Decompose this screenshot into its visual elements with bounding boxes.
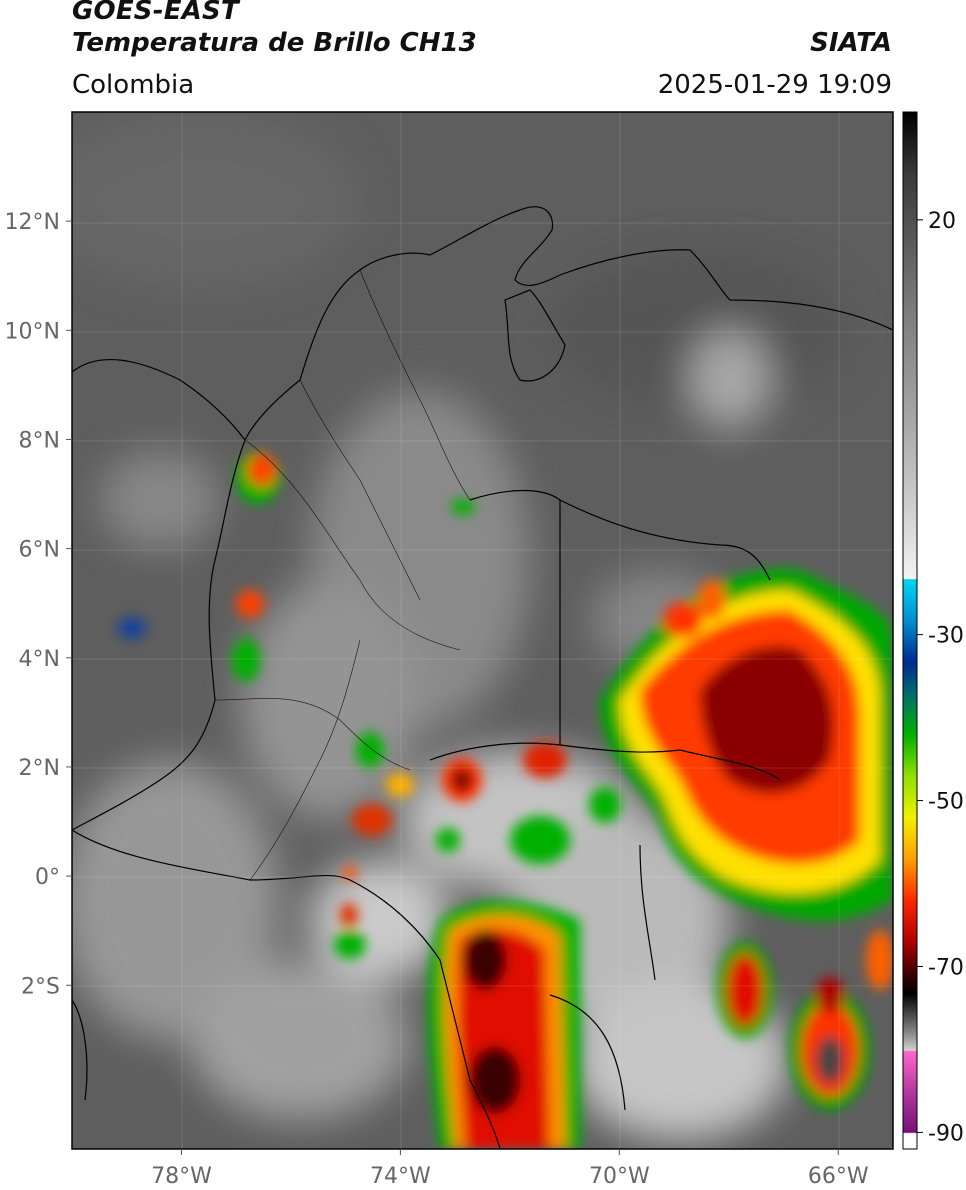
colorbar-axis: 20 -30 -50 -70 -90 <box>917 209 964 1146</box>
datetime-label: 2025-01-29 19:09 <box>657 70 892 100</box>
organization-label: SIATA <box>810 28 892 58</box>
lat-tick-label: 8°N <box>19 428 60 453</box>
lon-tick-label: 70°W <box>589 1164 650 1189</box>
lon-tick-label: 78°W <box>151 1164 212 1189</box>
region-label: Colombia <box>72 70 195 100</box>
colorbar-tick-label: -70 <box>928 955 964 980</box>
lon-tick-label: 66°W <box>808 1164 869 1189</box>
longitude-axis: 78°W 74°W 70°W 66°W <box>151 1149 869 1189</box>
lat-tick-label: 0° <box>35 865 60 890</box>
lat-tick-label: 12°N <box>5 210 60 235</box>
colorbar <box>902 111 918 1150</box>
satellite-imagery <box>72 112 893 1149</box>
map-frame <box>71 111 894 1150</box>
lat-tick-label: 6°N <box>19 538 60 563</box>
map-title: GOES-EAST <box>72 0 239 26</box>
product-title: Temperatura de Brillo CH13 <box>72 28 477 58</box>
lat-tick-label: 10°N <box>5 319 60 344</box>
colorbar-tick-label: -90 <box>928 1121 964 1146</box>
colorbar-tick-label: 20 <box>928 209 956 234</box>
colorbar-tick-label: -50 <box>928 790 964 815</box>
latitude-axis: 12°N 10°N 8°N 6°N 4°N 2°N 0° 2°S <box>5 210 72 999</box>
lat-tick-label: 2°N <box>19 756 60 781</box>
lon-tick-label: 74°W <box>370 1164 431 1189</box>
lat-tick-label: 2°S <box>21 974 60 999</box>
colorbar-tick-label: -30 <box>928 624 964 649</box>
lat-tick-label: 4°N <box>19 647 60 672</box>
